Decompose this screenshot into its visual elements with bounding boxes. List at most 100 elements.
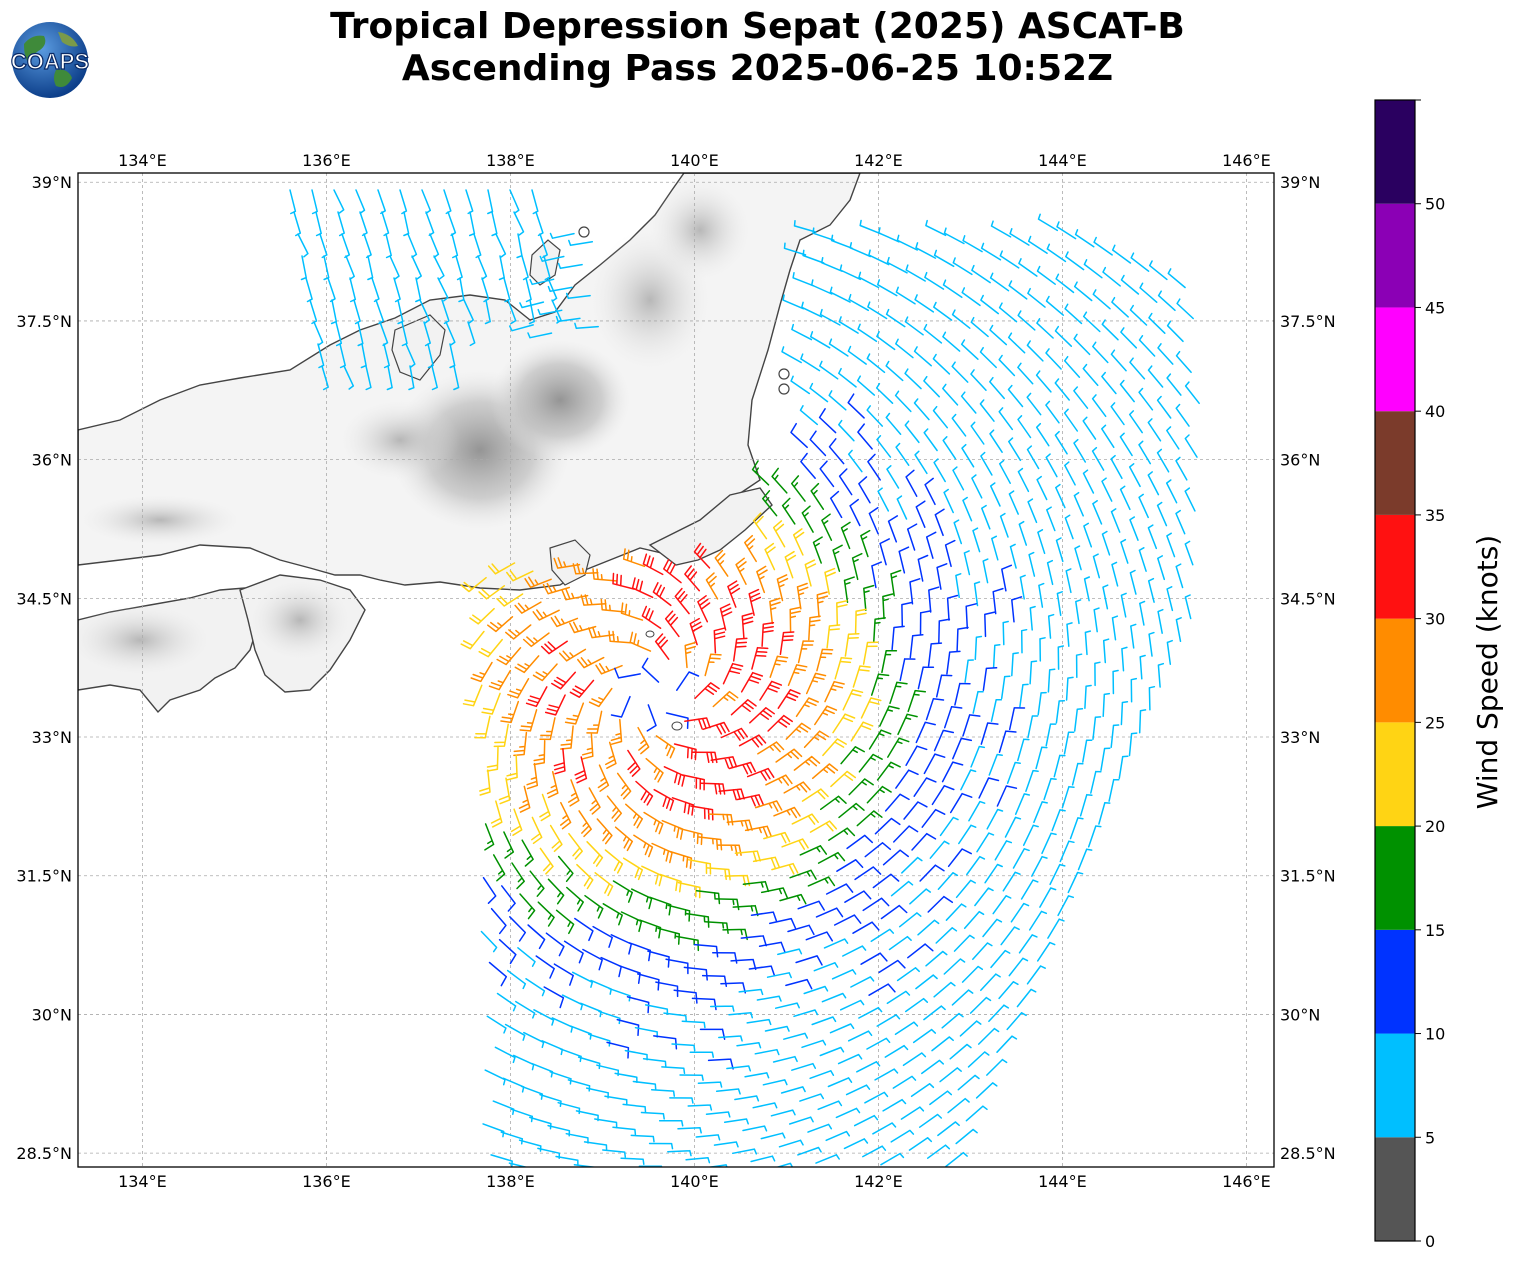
wind-barb <box>519 893 536 920</box>
wind-barb <box>720 727 749 741</box>
wind-barb <box>839 999 865 1011</box>
wind-barb <box>528 299 535 325</box>
wind-barb <box>506 570 534 582</box>
wind-barb <box>689 1051 715 1058</box>
wind-barb <box>966 855 986 876</box>
wind-barb <box>807 1123 833 1133</box>
wind-barb <box>477 255 488 280</box>
wind-barb <box>790 375 811 395</box>
wind-barb <box>684 565 701 592</box>
wind-barb <box>315 211 322 237</box>
wind-barb <box>1074 545 1082 571</box>
wind-barb <box>557 855 574 883</box>
wind-barb <box>1156 448 1170 473</box>
wind-barb <box>551 1017 574 1033</box>
wind-barb <box>913 346 932 367</box>
wind-barb <box>553 963 574 986</box>
wind-barb <box>858 1006 883 1019</box>
wind-barb <box>840 521 851 550</box>
wind-barb <box>844 890 872 903</box>
wind-barb <box>1043 777 1057 801</box>
wind-barb <box>1061 785 1075 809</box>
wind-barb <box>835 1107 861 1119</box>
wind-barb <box>648 1142 674 1150</box>
wind-barb <box>515 1000 536 1019</box>
wind-barb <box>913 398 930 421</box>
colorbar-tick-label: 25 <box>1425 713 1445 732</box>
wind-barb <box>777 948 803 956</box>
wind-barb <box>458 277 465 303</box>
wind-barb <box>990 220 1012 238</box>
wind-barb <box>349 277 357 303</box>
wind-barb <box>1082 469 1095 494</box>
wind-barb <box>1092 341 1109 364</box>
wind-barb <box>816 648 834 672</box>
wind-barb <box>924 477 936 506</box>
wind-barb <box>797 900 825 911</box>
wind-barb <box>718 1035 743 1042</box>
wind-barb <box>885 412 902 435</box>
wind-barb <box>622 857 644 881</box>
wind-barb <box>571 971 594 988</box>
wind-barb <box>465 189 474 215</box>
wind-barb <box>663 559 682 584</box>
wind-barb <box>689 617 703 646</box>
wind-barb <box>998 730 1017 753</box>
wind-barb <box>878 959 906 974</box>
wind-barb <box>492 854 506 882</box>
wind-barb <box>942 331 961 352</box>
wind-barb <box>525 686 548 708</box>
wind-barb <box>1138 335 1156 357</box>
wind-barb <box>1056 221 1077 240</box>
wind-barb <box>586 710 603 734</box>
wind-barb <box>1129 569 1137 595</box>
wind-barb <box>1083 522 1093 548</box>
wind-barb <box>712 951 738 964</box>
wind-barb <box>407 233 418 258</box>
wind-barb <box>874 817 901 835</box>
wind-barb <box>870 673 890 696</box>
wind-barb <box>732 904 759 917</box>
wind-barb <box>633 834 654 858</box>
wind-barb <box>874 1068 899 1081</box>
wind-barb <box>843 576 855 603</box>
wind-barb <box>1036 941 1056 962</box>
wind-barb <box>1001 564 1013 592</box>
wind-barb <box>1008 707 1026 731</box>
wind-barb <box>714 898 740 911</box>
wind-barb <box>618 965 641 984</box>
wind-barb <box>971 474 983 499</box>
wind-barb <box>925 697 945 721</box>
wind-barb <box>1057 895 1075 917</box>
wind-barb <box>1176 298 1194 320</box>
wind-barb <box>803 985 829 995</box>
wind-barb <box>1129 357 1146 380</box>
wind-barb <box>595 663 623 675</box>
wind-barb <box>779 631 795 656</box>
wind-barb <box>553 748 566 775</box>
wind-barb <box>915 242 937 259</box>
wind-barb <box>317 343 325 369</box>
wind-barb <box>804 559 817 587</box>
wind-barb <box>862 1145 887 1158</box>
wind-barb <box>555 909 575 935</box>
wind-barb <box>539 847 554 875</box>
wind-barb <box>713 1141 739 1148</box>
wind-barb <box>984 611 996 638</box>
wind-barb <box>1101 424 1115 449</box>
wind-barb <box>608 987 631 1002</box>
wind-barb <box>681 774 705 791</box>
wind-barb <box>785 978 813 990</box>
wind-barb <box>838 802 865 819</box>
wind-barb <box>791 813 819 825</box>
wind-barb <box>1011 652 1019 677</box>
wind-barb <box>800 452 816 479</box>
wind-barb <box>921 808 946 828</box>
wind-barb <box>885 360 904 382</box>
wind-barb <box>484 1069 506 1086</box>
wind-barb <box>1047 668 1056 693</box>
wind-barb <box>866 353 886 374</box>
wind-barb <box>943 227 965 245</box>
wind-barb <box>616 1018 640 1037</box>
wind-barb <box>824 567 836 595</box>
